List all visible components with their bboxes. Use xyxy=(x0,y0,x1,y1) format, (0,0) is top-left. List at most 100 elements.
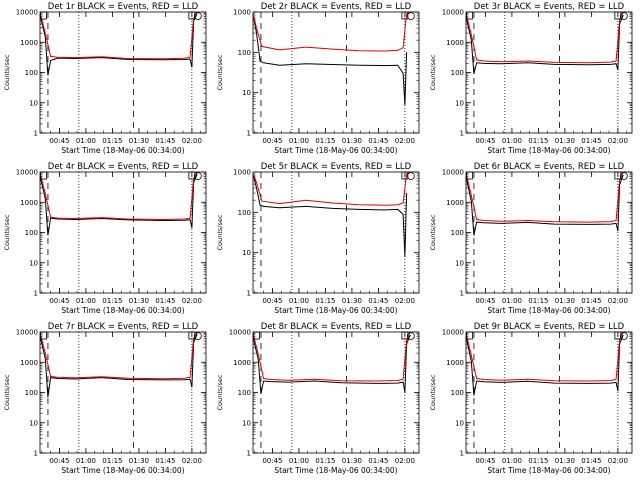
x-tick-label: 02:00 xyxy=(182,297,202,305)
events-series-line xyxy=(465,334,624,396)
y-tick-label: 1000 xyxy=(233,169,251,177)
mode-marker-box xyxy=(614,11,622,20)
x-tick-label: 02:00 xyxy=(395,137,415,145)
y-tick-label: 10000 xyxy=(16,169,38,177)
y-axis-label: Counts/sec xyxy=(216,374,224,410)
x-tick-label: 01:15 xyxy=(102,297,122,305)
x-tick-label: 02:00 xyxy=(608,137,628,145)
y-tick-label: 1 xyxy=(34,290,38,298)
y-tick-label: 100 xyxy=(238,389,251,397)
x-tick-label: 01:30 xyxy=(555,137,575,145)
events-series-line xyxy=(39,333,198,398)
lld-series-line xyxy=(39,332,198,380)
x-tick-label: 01:30 xyxy=(555,297,575,305)
mode-marker-circle xyxy=(193,332,202,340)
y-tick-label: 100 xyxy=(451,69,464,77)
x-tick-label: 01:00 xyxy=(289,457,309,465)
mode-marker-box xyxy=(188,11,196,20)
mode-marker-box xyxy=(188,331,196,340)
x-tick-label: 00:45 xyxy=(49,137,69,145)
chart-title: Det 1r BLACK = Events, RED = LLD xyxy=(48,2,199,12)
y-axis-label: Counts/sec xyxy=(3,374,11,410)
y-tick-label: 100 xyxy=(25,229,38,237)
detector-chart: Det 4r BLACK = Events, RED = LLD Counts/s… xyxy=(3,162,207,315)
x-tick-label: 00:45 xyxy=(49,297,69,305)
mode-marker-box xyxy=(466,331,473,340)
chart-title: Det 4r BLACK = Events, RED = LLD xyxy=(48,162,199,172)
lld-series-line xyxy=(39,12,198,60)
mode-marker-box xyxy=(401,11,409,20)
x-tick-label: 01:00 xyxy=(289,297,309,305)
x-axis-label: Start Time (18-May-06 00:34:00) xyxy=(274,466,397,475)
events-series-line xyxy=(465,174,624,236)
plot-frame xyxy=(39,11,207,134)
mode-marker-box xyxy=(40,11,47,20)
mode-marker-box xyxy=(188,171,196,180)
y-tick-label: 100 xyxy=(238,49,251,57)
y-tick-label: 1000 xyxy=(233,9,251,17)
mode-marker-box xyxy=(466,11,473,20)
plot-frame xyxy=(465,171,633,294)
y-tick-label: 100 xyxy=(25,69,38,77)
x-tick-label: 00:45 xyxy=(49,457,69,465)
y-tick-label: 1 xyxy=(247,130,251,138)
x-tick-label: 01:00 xyxy=(502,457,522,465)
x-tick-label: 00:45 xyxy=(475,137,495,145)
y-tick-label: 10 xyxy=(29,419,38,427)
lld-series-line xyxy=(252,172,411,206)
x-tick-label: 01:15 xyxy=(528,137,548,145)
x-tick-label: 00:45 xyxy=(475,297,495,305)
x-axis-label: Start Time (18-May-06 00:34:00) xyxy=(487,466,610,475)
y-tick-label: 1000 xyxy=(446,359,464,367)
x-axis-label: Start Time (18-May-06 00:34:00) xyxy=(61,466,184,475)
x-tick-label: 01:00 xyxy=(502,137,522,145)
y-tick-label: 100 xyxy=(451,389,464,397)
events-series-line xyxy=(252,334,411,395)
detector-chart: Det 6r BLACK = Events, RED = LLD Counts/s… xyxy=(429,162,633,315)
y-tick-label: 10 xyxy=(29,259,38,267)
mode-marker-circle xyxy=(193,12,202,20)
events-series-line xyxy=(39,173,198,236)
x-tick-label: 01:45 xyxy=(155,457,175,465)
y-tick-label: 1000 xyxy=(20,359,38,367)
lld-series-line xyxy=(465,332,624,382)
x-tick-label: 01:15 xyxy=(528,297,548,305)
mode-marker-box xyxy=(253,331,260,340)
x-tick-label: 01:45 xyxy=(155,297,175,305)
chart-title: Det 5r BLACK = Events, RED = LLD xyxy=(261,162,412,172)
events-series-line xyxy=(252,13,408,105)
mode-marker-circle xyxy=(193,172,202,180)
x-tick-label: 01:30 xyxy=(129,297,149,305)
events-series-line xyxy=(39,13,198,76)
lld-series-line xyxy=(465,172,624,223)
y-tick-label: 10000 xyxy=(442,9,464,17)
y-tick-label: 1 xyxy=(34,450,38,458)
y-tick-label: 1000 xyxy=(446,39,464,47)
plot-frame xyxy=(252,331,420,454)
chart-title: Det 3r BLACK = Events, RED = LLD xyxy=(474,2,625,12)
y-axis-label: Counts/sec xyxy=(3,214,11,250)
mode-marker-circle xyxy=(619,172,628,180)
mode-marker-box xyxy=(466,171,473,180)
y-axis-label: Counts/sec xyxy=(429,54,437,90)
mode-marker-circle xyxy=(406,332,415,340)
lld-series-line xyxy=(252,332,411,382)
detector-chart: Det 2r BLACK = Events, RED = LLD Counts/s… xyxy=(216,2,420,155)
lld-series-line xyxy=(39,172,198,221)
y-tick-label: 10 xyxy=(455,419,464,427)
x-axis-label: Start Time (18-May-06 00:34:00) xyxy=(274,146,397,155)
x-tick-label: 02:00 xyxy=(395,297,415,305)
chart-title: Det 7r BLACK = Events, RED = LLD xyxy=(48,322,199,332)
chart-title: Det 6r BLACK = Events, RED = LLD xyxy=(474,162,625,172)
detector-chart: Det 5r BLACK = Events, RED = LLD Counts/s… xyxy=(216,162,420,315)
plot-frame xyxy=(465,11,633,134)
y-axis-label: Counts/sec xyxy=(216,214,224,250)
mode-marker-circle xyxy=(619,12,628,20)
y-tick-label: 1000 xyxy=(20,199,38,207)
detector-chart: Det 3r BLACK = Events, RED = LLD Counts/s… xyxy=(429,2,633,155)
x-tick-label: 01:00 xyxy=(76,137,96,145)
y-tick-label: 1 xyxy=(34,130,38,138)
x-tick-label: 01:45 xyxy=(581,137,601,145)
y-tick-label: 10 xyxy=(455,99,464,107)
mode-marker-circle xyxy=(406,172,415,180)
